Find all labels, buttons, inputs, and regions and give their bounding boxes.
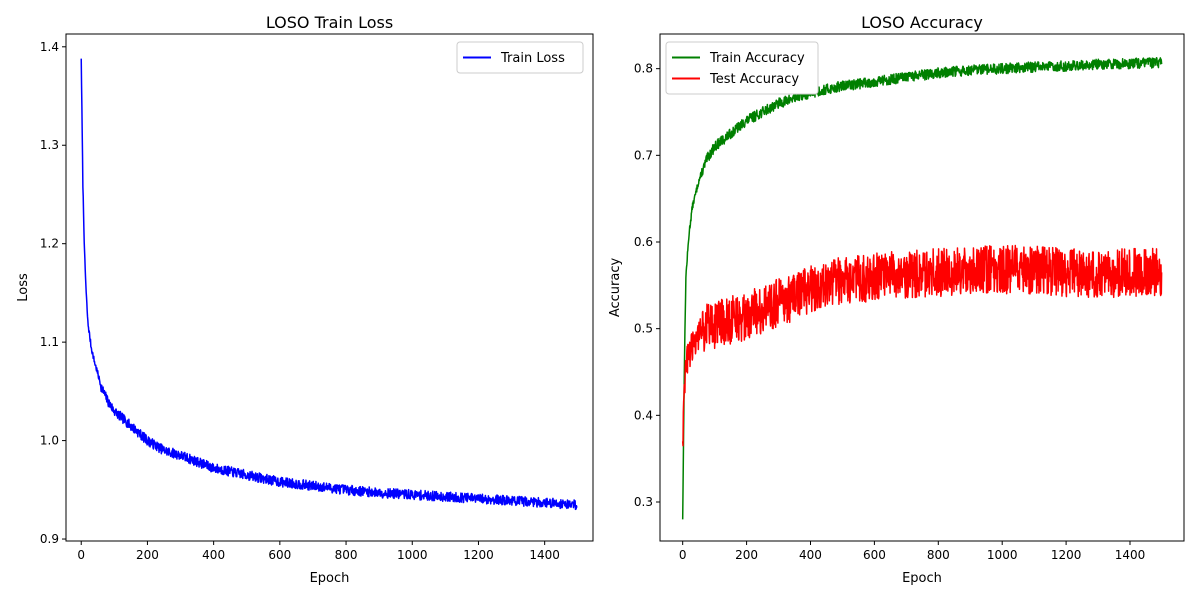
accuracy-chart-legend-box bbox=[665, 41, 819, 95]
accuracy-chart-legend-label: Train Accuracy bbox=[709, 51, 805, 66]
loss-chart-y-tick-label: 1.0 bbox=[40, 434, 59, 448]
accuracy-chart-x-tick-label: 1200 bbox=[1051, 548, 1082, 562]
accuracy-chart-y-axis-label: Accuracy bbox=[608, 258, 623, 318]
accuracy-chart-y-tick-label: 0.4 bbox=[634, 408, 653, 422]
loss-chart-y-ticks: 0.9 1.0 1.1 1.2 1.3 1.4 bbox=[40, 40, 66, 546]
accuracy-chart-x-tick-label: 1000 bbox=[987, 548, 1018, 562]
loss-chart-x-tick-label: 800 bbox=[335, 548, 358, 562]
loss-chart-series-line-1 bbox=[80, 58, 578, 511]
accuracy-chart-legend: Train Accuracy Test Accuracy bbox=[665, 41, 819, 95]
loss-chart-legend: Train Loss bbox=[456, 41, 584, 74]
loss-chart-y-axis-label: Loss bbox=[16, 273, 31, 302]
loss-chart-y-tick-label: 0.9 bbox=[40, 532, 59, 546]
accuracy-chart-x-tick-label: 1400 bbox=[1115, 548, 1146, 562]
accuracy-chart-x-tick-label: 400 bbox=[799, 548, 822, 562]
loss-chart-frame bbox=[65, 33, 594, 542]
loss-chart-x-tick-label: 1400 bbox=[529, 548, 560, 562]
loss-chart-marks bbox=[80, 58, 578, 511]
loss-chart-x-tick-label: 0 bbox=[77, 548, 85, 562]
loss-chart-legend-label: Train Loss bbox=[500, 51, 565, 66]
accuracy-chart-series-line-2 bbox=[681, 244, 1163, 447]
loss-chart-y-tick-label: 1.2 bbox=[40, 237, 59, 251]
accuracy-chart-x-ticks: 0 200 400 600 800 1000 1200 1400 bbox=[679, 541, 1145, 562]
accuracy-chart-x-tick-label: 0 bbox=[679, 548, 687, 562]
loss-chart-x-tick-label: 200 bbox=[136, 548, 159, 562]
loss-chart-x-axis-label: Epoch bbox=[310, 571, 350, 586]
accuracy-chart-series-line-1 bbox=[681, 57, 1163, 520]
loss-chart-x-tick-label: 400 bbox=[202, 548, 225, 562]
accuracy-chart-y-tick-label: 0.5 bbox=[634, 322, 653, 336]
loss-chart-y-tick-label: 1.3 bbox=[40, 138, 59, 152]
loss-chart-legend-box bbox=[456, 41, 584, 74]
accuracy-chart-marks bbox=[681, 57, 1163, 520]
loss-chart-x-ticks: 0 200 400 600 800 1000 1200 1400 bbox=[77, 541, 560, 562]
accuracy-chart-y-tick-label: 0.6 bbox=[634, 235, 653, 249]
accuracy-chart-title: LOSO Accuracy bbox=[861, 13, 983, 32]
accuracy-chart-y-ticks: 0.3 0.4 0.5 0.6 0.7 0.8 bbox=[634, 62, 660, 509]
loss-chart-x-tick-label: 600 bbox=[268, 548, 291, 562]
accuracy-chart-legend-label: Test Accuracy bbox=[709, 72, 799, 87]
accuracy-chart-x-axis-label: Epoch bbox=[902, 571, 942, 586]
accuracy-chart-panel: LOSO Accuracy 0 200 400 600 800 1000 1200 1400 … bbox=[608, 13, 1185, 586]
accuracy-chart-y-tick-label: 0.8 bbox=[634, 62, 653, 76]
loss-chart-panel: LOSO Train Loss 0 200 400 600 800 1000 1200 140… bbox=[16, 13, 594, 586]
accuracy-chart-x-tick-label: 200 bbox=[735, 548, 758, 562]
loss-chart-x-tick-label: 1200 bbox=[463, 548, 494, 562]
loss-chart-x-tick-label: 1000 bbox=[397, 548, 428, 562]
loss-chart-y-tick-label: 1.1 bbox=[40, 335, 59, 349]
accuracy-chart-x-tick-label: 600 bbox=[863, 548, 886, 562]
accuracy-chart-y-tick-label: 0.3 bbox=[634, 495, 653, 509]
accuracy-chart-frame bbox=[659, 33, 1185, 542]
loss-chart-y-tick-label: 1.4 bbox=[40, 40, 59, 54]
accuracy-chart-y-tick-label: 0.7 bbox=[634, 148, 653, 162]
accuracy-chart-x-tick-label: 800 bbox=[927, 548, 950, 562]
loss-chart-title: LOSO Train Loss bbox=[266, 13, 393, 32]
